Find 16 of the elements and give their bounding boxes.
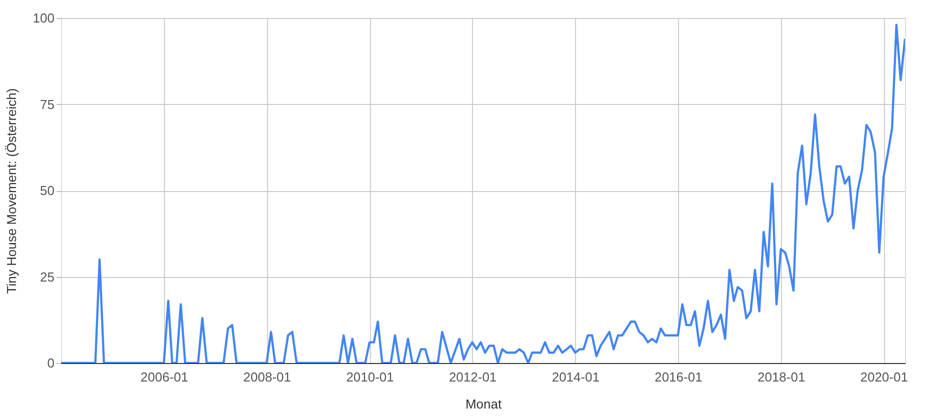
line-series [61, 24, 905, 363]
x-tick-label: 2016-01 [654, 370, 702, 384]
x-tick-label: 2014-01 [552, 370, 600, 384]
x-tick-label: 2006-01 [140, 370, 188, 384]
y-tick-label: 25 [40, 269, 54, 284]
y-axis-title: Tiny House Movement: (Österreich) [4, 88, 19, 294]
y-tick-label: 75 [40, 96, 54, 112]
x-axis-title: Monat [465, 396, 502, 412]
x-tick-label: 2010-01 [346, 370, 394, 384]
x-tick-label: 2012-01 [448, 370, 497, 384]
y-tick-label: 100 [32, 10, 54, 26]
x-tick-label: 2008-01 [243, 370, 292, 384]
x-tick-label: 2020-01 [860, 370, 908, 384]
x-tick-label: 2018-01 [757, 370, 806, 384]
y-tick-label: 50 [40, 183, 54, 198]
y-tick-label: 0 [47, 356, 54, 370]
